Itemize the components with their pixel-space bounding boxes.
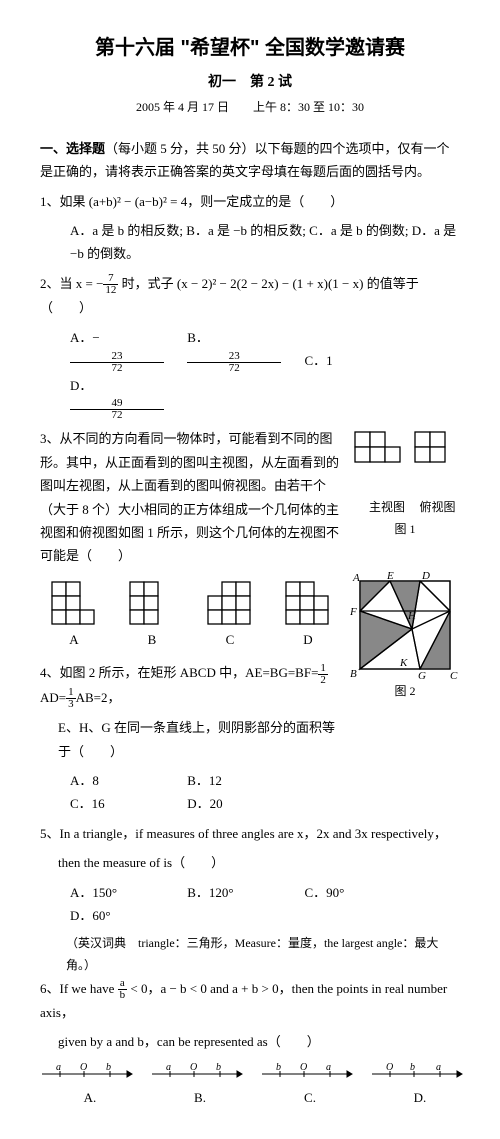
q5-options: A．150° B．120° C．90° D．60° <box>40 881 460 928</box>
question-4-l2: E、H、G 在同一条直线上，则阴影部分的面积等于（ ） <box>40 716 342 763</box>
q1-options: A．a 是 b 的相反数; B．a 是 −b 的相反数; C．a 是 b 的倒数… <box>40 219 460 266</box>
q4-fig-label: 图 2 <box>350 681 460 703</box>
q5-note: （英汉词典 triangle：三角形，Measure：量度，the larges… <box>40 933 460 976</box>
q4-opt-c: C．16 <box>70 792 160 815</box>
q6-opt-a: aOb A. <box>40 1060 140 1109</box>
svg-text:a: a <box>56 1062 61 1073</box>
svg-text:G: G <box>418 670 426 681</box>
q2-prefix: 2、当 x = − <box>40 276 103 291</box>
q6-opt-d: Oba D. <box>370 1060 470 1109</box>
q2-opt-d: D．4972 <box>70 374 160 422</box>
question-5-l1: 5、In a triangle，if measures of three ang… <box>40 822 460 845</box>
svg-text:a: a <box>166 1062 171 1073</box>
svg-text:a: a <box>326 1062 331 1073</box>
q5-opt-c: C．90° <box>305 881 395 904</box>
q2-opt-c: C．1 <box>305 349 395 372</box>
svg-text:K: K <box>399 657 408 669</box>
svg-text:B: B <box>350 668 357 680</box>
q6-opt-c: bOa C. <box>260 1060 360 1109</box>
svg-text:H: H <box>407 610 417 622</box>
page-title: 第十六届 "希望杯" 全国数学邀请赛 <box>40 30 460 66</box>
q3-mainview-svg <box>350 427 460 497</box>
svg-text:b: b <box>106 1062 111 1073</box>
q3-opt-d: D <box>284 580 332 651</box>
q4-figure: A E D F H B K G C 图 2 <box>350 571 460 703</box>
q2-opt-a: A．−2372 <box>70 326 160 374</box>
q3-opt-a: A <box>50 580 98 651</box>
svg-text:D: D <box>421 571 430 582</box>
q5-opt-d: D．60° <box>70 904 160 927</box>
svg-text:O: O <box>80 1062 87 1073</box>
section-1-head: 一、选择题（每小题 5 分，共 50 分）以下每题的四个选项中，仅有一个是正确的… <box>40 137 460 184</box>
svg-text:b: b <box>276 1062 281 1073</box>
question-2: 2、当 x = −712 时，式子 (x − 2)² − 2(2 − 2x) −… <box>40 272 460 320</box>
q3-ref-figures: 主视图 俯视图 图 1 <box>350 427 460 540</box>
svg-text:O: O <box>190 1062 197 1073</box>
question-4: 4、如图 2 所示，在矩形 ABCD 中，AE=BG=BF=12AD=13AB=… <box>40 661 342 710</box>
q4-opt-a: A．8 <box>70 769 160 792</box>
svg-text:F: F <box>350 606 357 618</box>
q3-label-top: 俯视图 <box>415 497 460 519</box>
section-1-bold: 一、选择题 <box>40 141 105 156</box>
q3-opt-b: B <box>128 580 176 651</box>
svg-text:O: O <box>300 1062 307 1073</box>
q6-opt-b: aOb B. <box>150 1060 250 1109</box>
q5-opt-a: A．150° <box>70 881 160 904</box>
q4-opt-b: B．12 <box>187 769 277 792</box>
svg-text:b: b <box>216 1062 221 1073</box>
svg-text:O: O <box>386 1062 393 1073</box>
question-3: 3、从不同的方向看同一物体时，可能看到不同的图形。其中，从正面看到的图叫主视图，… <box>40 427 342 567</box>
q2-opt-b: B．2372 <box>187 326 277 374</box>
q5-opt-b: B．120° <box>187 881 277 904</box>
question-1: 1、如果 (a+b)² − (a−b)² = 4，则一定成立的是（ ） <box>40 190 460 213</box>
question-5-l2: then the measure of is（ ） <box>40 851 460 874</box>
q2-options: A．−2372 B．2372 C．1 D．4972 <box>40 326 460 422</box>
q2-frac-7-12: 712 <box>103 273 118 296</box>
q3-label-main: 主视图 <box>362 497 412 519</box>
svg-text:A: A <box>352 572 360 584</box>
svg-text:C: C <box>450 670 458 681</box>
q3-label-fig: 图 1 <box>350 519 460 541</box>
page-date: 2005 年 4 月 17 日 上午 8：30 至 10：30 <box>40 97 460 119</box>
page-subtitle: 初一 第 2 试 <box>40 70 460 95</box>
q4-opt-d: D．20 <box>187 792 277 815</box>
svg-text:E: E <box>386 571 394 582</box>
q6-options: aOb A. aOb B. bOa C. Oba D. <box>40 1060 460 1109</box>
svg-text:a: a <box>436 1062 441 1073</box>
svg-text:b: b <box>410 1062 415 1073</box>
question-3-row: 3、从不同的方向看同一物体时，可能看到不同的图形。其中，从正面看到的图叫主视图，… <box>40 427 460 573</box>
question-6-l2: given by a and b，can be represented as（ … <box>40 1030 460 1053</box>
question-4-row: 4、如图 2 所示，在矩形 ABCD 中，AE=BG=BF=12AD=13AB=… <box>40 661 460 822</box>
question-6-l1: 6、If we have ab < 0，a − b < 0 and a + b … <box>40 977 460 1025</box>
q3-opt-c: C <box>206 580 254 651</box>
q4-options: A．8 B．12 C．16 D．20 <box>40 769 342 816</box>
